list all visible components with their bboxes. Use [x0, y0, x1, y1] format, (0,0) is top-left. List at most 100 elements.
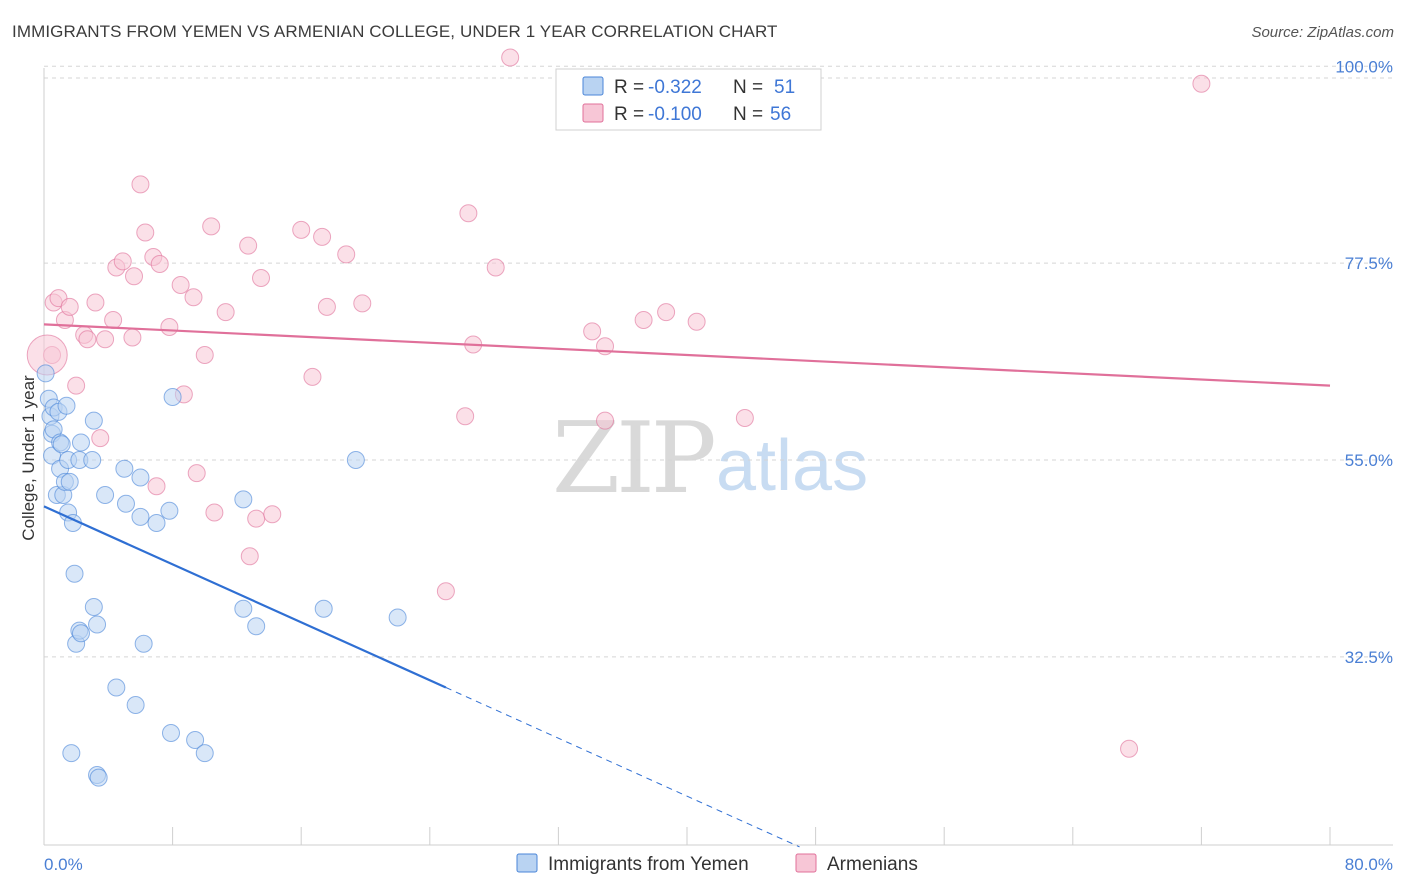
- watermark-zip: ZIP: [552, 402, 714, 516]
- point-yemen: [131, 468, 150, 487]
- point-armenians: [353, 294, 372, 313]
- point-armenians: [86, 293, 105, 312]
- point-armenians: [195, 346, 214, 364]
- y-axis-label: College, Under 1 year: [19, 375, 38, 541]
- point-armenians: [205, 503, 224, 522]
- point-armenians: [263, 505, 282, 524]
- point-armenians: [78, 330, 97, 349]
- point-yemen: [247, 617, 266, 636]
- stats-swatch-yemen: [582, 76, 604, 96]
- point-armenians: [136, 223, 155, 242]
- point-yemen: [107, 678, 126, 697]
- bottom-legend: Immigrants from Yemen Armenians: [516, 853, 918, 875]
- point-armenians: [216, 303, 235, 322]
- point-armenians: [1120, 739, 1139, 758]
- x-tick-label-min: 0.0%: [44, 855, 83, 874]
- point-yemen: [84, 411, 103, 430]
- point-armenians: [501, 48, 520, 67]
- trend-line-armenians: [43, 323, 1331, 387]
- point-armenians: [657, 303, 676, 322]
- legend-label-armenians[interactable]: Armenians: [827, 854, 918, 875]
- x-tick-label-max: 80.0%: [1345, 855, 1393, 874]
- legend-swatch-armenians[interactable]: [795, 853, 817, 873]
- point-armenians: [171, 276, 190, 294]
- trend-line-yemen-extrapolated: [445, 687, 800, 848]
- point-armenians: [240, 547, 259, 566]
- point-yemen: [65, 564, 84, 583]
- point-armenians: [247, 509, 266, 528]
- tick-labels: 32.5% 55.0% 77.5% 100.0% 0.0% 80.0%: [44, 57, 1393, 874]
- point-yemen: [234, 599, 253, 618]
- point-armenians: [239, 236, 258, 255]
- point-armenians: [317, 297, 336, 316]
- trend-lines: [43, 323, 1331, 848]
- legend-swatch-yemen[interactable]: [516, 853, 538, 873]
- point-armenians: [337, 245, 356, 264]
- point-yemen: [160, 501, 179, 520]
- point-yemen: [36, 364, 55, 383]
- axes: [43, 68, 1393, 846]
- series-armenians-points: [26, 48, 1211, 758]
- point-armenians: [187, 464, 206, 483]
- point-armenians: [91, 429, 110, 448]
- point-armenians: [123, 328, 142, 347]
- stats-legend: R = -0.322 N = 51 R = -0.100 N = 56: [555, 68, 822, 131]
- point-armenians: [596, 411, 615, 430]
- stats-n-value-yemen: 51: [774, 77, 795, 98]
- point-armenians: [125, 267, 144, 286]
- trend-line-yemen: [43, 505, 447, 689]
- y-tick-label: 32.5%: [1345, 648, 1393, 667]
- point-yemen: [57, 396, 76, 415]
- point-armenians: [184, 288, 203, 307]
- point-yemen: [71, 624, 90, 643]
- point-armenians: [252, 269, 271, 287]
- point-armenians: [96, 330, 115, 349]
- stats-n-label-armenians: N =: [733, 104, 763, 125]
- y-tick-label: 100.0%: [1335, 57, 1393, 76]
- point-yemen: [314, 599, 333, 618]
- point-armenians: [583, 322, 602, 341]
- point-armenians: [147, 477, 166, 496]
- legend-label-yemen[interactable]: Immigrants from Yemen: [548, 854, 749, 875]
- point-armenians: [456, 407, 475, 426]
- point-yemen: [126, 696, 145, 714]
- point-armenians: [104, 311, 123, 329]
- point-yemen: [115, 459, 134, 478]
- point-yemen: [163, 388, 182, 406]
- point-armenians: [292, 220, 311, 239]
- point-armenians: [113, 252, 132, 271]
- y-tick-label: 77.5%: [1345, 254, 1393, 273]
- point-yemen: [131, 507, 150, 526]
- point-yemen: [62, 744, 81, 763]
- point-armenians: [67, 376, 86, 395]
- point-armenians: [160, 318, 179, 336]
- point-armenians: [60, 297, 79, 316]
- point-yemen: [89, 768, 108, 787]
- point-yemen: [96, 486, 115, 504]
- point-yemen: [83, 451, 102, 469]
- point-armenians: [313, 227, 332, 246]
- point-armenians: [1192, 74, 1211, 93]
- chart-title: IMMIGRANTS FROM YEMEN VS ARMENIAN COLLEG…: [12, 22, 778, 41]
- stats-n-value-armenians: 56: [770, 104, 791, 125]
- point-armenians: [459, 204, 478, 223]
- point-armenians: [303, 367, 322, 386]
- stats-swatch-armenians: [582, 103, 604, 123]
- watermark-atlas: atlas: [716, 426, 868, 506]
- point-armenians: [486, 258, 505, 277]
- point-yemen: [116, 494, 135, 513]
- point-armenians: [150, 255, 169, 273]
- point-yemen: [84, 598, 103, 616]
- point-yemen: [186, 731, 205, 749]
- stats-n-label-yemen: N =: [733, 77, 763, 98]
- gridlines: [44, 65, 1393, 658]
- point-yemen: [134, 634, 153, 653]
- point-armenians: [131, 175, 150, 194]
- point-yemen: [147, 514, 166, 532]
- stats-r-value-armenians: -0.100: [648, 104, 702, 125]
- point-yemen: [161, 724, 180, 742]
- y-tick-label: 55.0%: [1345, 451, 1393, 470]
- stats-r-label-armenians: R =: [614, 104, 644, 125]
- point-yemen: [60, 472, 79, 491]
